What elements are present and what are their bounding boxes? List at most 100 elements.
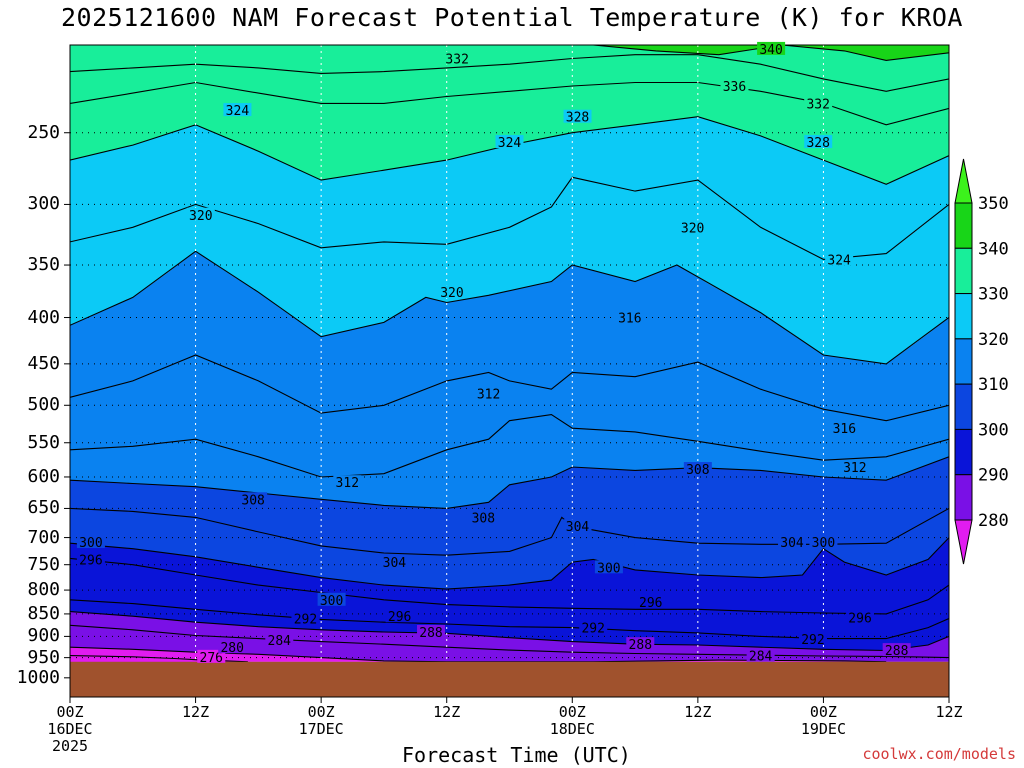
x-tick-label: 12Z — [161, 704, 231, 721]
colorbar-band — [954, 293, 973, 340]
contour-label-bg — [683, 462, 712, 476]
x-tick-label-line: 16DEC — [47, 720, 93, 738]
y-tick-marks — [64, 132, 950, 703]
x-tick-label-line: 00Z — [809, 703, 837, 721]
x-tick-label-line: 12Z — [433, 703, 461, 721]
contour-label: 312 — [843, 461, 866, 476]
theta-layer — [70, 355, 949, 477]
contour-label: 296 — [79, 553, 102, 568]
contour-label: 288 — [419, 626, 442, 641]
contour-label-bg — [333, 475, 362, 489]
colorbar: 280 290 300 310 320 330 340 350 — [954, 158, 1009, 565]
contour-label-bg — [469, 510, 498, 524]
contour-label-bg — [218, 640, 247, 654]
contour-label: 300 — [597, 561, 620, 576]
contour-label-bg — [563, 109, 592, 123]
y-tick-label: 350 — [27, 254, 60, 276]
theta-layer — [70, 456, 949, 556]
y-tick-label: 500 — [27, 394, 60, 416]
x-tick-label-line: 17DEC — [298, 720, 344, 738]
x-tick-label: 00Z 18DEC — [537, 704, 607, 738]
contour-label: 332 — [806, 97, 829, 112]
isentrope-276 — [70, 655, 248, 663]
x-tick-label-line: 2025 — [51, 737, 89, 755]
contour-label-bg — [840, 460, 869, 474]
contour-label-bg — [804, 96, 833, 110]
colorbar-tick-label: 280 — [978, 511, 1009, 531]
isentrope-312 — [70, 414, 949, 478]
contour-label: 324 — [498, 136, 522, 151]
contour-label-bg — [380, 555, 409, 569]
contour-label-bg — [417, 624, 446, 638]
contour-label-bg — [495, 135, 524, 149]
isentrope-340 — [70, 45, 949, 61]
contour-label: 328 — [566, 111, 589, 126]
y-tick-label: 1000 — [16, 666, 60, 688]
colorbar-cap-bottom — [954, 519, 973, 565]
isentrope-316 — [70, 354, 949, 422]
y-tick-label: 250 — [27, 121, 60, 143]
isentrope-336 — [70, 54, 949, 92]
contour-label: 304 — [383, 556, 407, 571]
contour-label: 328 — [806, 136, 829, 151]
colorbar-tick-label: 320 — [978, 330, 1009, 350]
x-tick-label-line: 00Z — [558, 703, 586, 721]
contour-label: 324 — [827, 253, 851, 268]
contour-label-bg — [778, 535, 807, 549]
x-tick-label-line: 12Z — [684, 703, 712, 721]
isentrope-300 — [70, 537, 949, 590]
theta-layer — [70, 251, 949, 421]
colorbar-band — [954, 428, 973, 476]
contour-label: 320 — [681, 221, 704, 236]
x-tick-label-line: 18DEC — [549, 720, 595, 738]
contour-label: 320 — [189, 209, 212, 224]
contour-label-bg — [76, 535, 105, 549]
contour-label: 292 — [581, 622, 604, 637]
colorbar-band — [954, 474, 973, 521]
colorbar-tick-label: 340 — [978, 239, 1009, 259]
contour-label-bg — [798, 632, 827, 646]
x-tick-label-line: 19DEC — [800, 720, 846, 738]
contour-label: 276 — [200, 651, 223, 666]
contour-label: 288 — [629, 638, 652, 653]
contour-label-bg — [882, 643, 911, 657]
contour-label: 300 — [320, 594, 343, 609]
theta-layer — [70, 558, 949, 639]
contour-label-bg — [474, 386, 503, 400]
contour-label-bg — [437, 285, 466, 299]
contour-label-bg — [563, 519, 592, 533]
x-tick-label: 00Z 17DEC — [286, 704, 356, 738]
contour-label: 284 — [268, 634, 292, 649]
theta-layer — [70, 414, 949, 509]
contour-label-bg — [186, 207, 215, 221]
contour-label: 280 — [220, 641, 243, 656]
theta-layer — [70, 82, 949, 185]
contour-label-bg — [720, 79, 749, 93]
isentrope-332 — [70, 81, 949, 126]
isentrope-292 — [70, 599, 949, 640]
y-tick-label: 850 — [27, 602, 60, 624]
y-tick-label: 750 — [27, 553, 60, 575]
contour-label: 296 — [848, 612, 871, 627]
y-tick-label: 550 — [27, 431, 60, 453]
contour-label: 316 — [618, 312, 641, 327]
x-tick-label: 00Z 16DEC 2025 — [35, 704, 105, 755]
isentrope-284 — [70, 624, 949, 659]
contour-label-bg — [291, 611, 320, 625]
y-tick-label: 600 — [27, 465, 60, 487]
contour-label: 336 — [723, 80, 746, 95]
x-tick-label-line: 12Z — [935, 703, 963, 721]
contour-label-bg — [443, 51, 472, 65]
theta-layer — [70, 508, 949, 590]
theta-layer — [70, 45, 949, 92]
contour-label: 316 — [833, 422, 856, 437]
colorbar-tick-label: 330 — [978, 285, 1009, 305]
y-tick-label: 800 — [27, 579, 60, 601]
contour-label: 340 — [759, 43, 782, 58]
isentrope-308 — [70, 456, 949, 509]
contour-label-bg — [265, 632, 294, 646]
x-tick-label-line: 00Z — [307, 703, 335, 721]
theta-layer — [70, 625, 949, 662]
colorbar-cap-top — [954, 158, 973, 204]
